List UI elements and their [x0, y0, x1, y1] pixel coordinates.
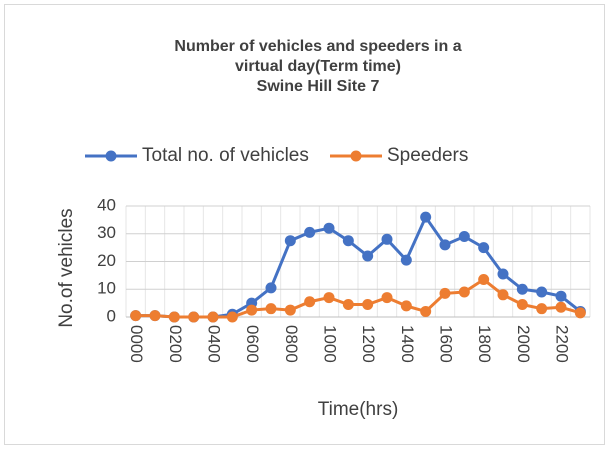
data-point: [555, 301, 567, 313]
data-point: [381, 233, 393, 245]
data-point: [516, 299, 528, 311]
x-tick-label: 2200: [553, 325, 572, 363]
data-point: [439, 239, 451, 251]
data-point: [130, 310, 142, 322]
x-tick-label: 0200: [166, 325, 185, 363]
x-tick-label: 1400: [398, 325, 417, 363]
chart-border: [4, 4, 605, 445]
data-point: [478, 242, 490, 254]
y-tick-label: 10: [97, 279, 116, 298]
data-point: [536, 303, 548, 315]
y-tick-label: 30: [97, 223, 116, 242]
data-point: [188, 311, 200, 323]
data-point: [555, 290, 567, 302]
data-point: [458, 286, 470, 298]
legend-label: Total no. of vehicles: [142, 145, 309, 166]
x-tick-label: 1800: [475, 325, 494, 363]
data-point: [323, 222, 335, 234]
x-tick-label: 0000: [127, 325, 146, 363]
data-point: [149, 310, 161, 322]
chart-title: virtual day(Term time): [235, 58, 401, 75]
data-point: [536, 286, 548, 298]
data-point: [458, 231, 470, 243]
data-point: [381, 292, 393, 304]
y-tick-label: 0: [107, 306, 116, 325]
data-point: [342, 299, 354, 311]
y-axis-title: No.of vehicles: [56, 208, 77, 327]
y-tick-label: 40: [97, 195, 116, 214]
x-tick-label: 0400: [205, 325, 224, 363]
data-point: [574, 307, 586, 319]
y-tick-label: 20: [97, 251, 116, 270]
data-point: [284, 235, 296, 247]
x-tick-label: 1200: [359, 325, 378, 363]
chart-title: Swine Hill Site 7: [257, 78, 380, 95]
data-point: [516, 283, 528, 295]
data-point: [420, 211, 432, 223]
data-point: [284, 304, 296, 316]
x-tick-label: 0600: [243, 325, 262, 363]
data-point: [265, 303, 277, 315]
data-point: [497, 289, 509, 301]
data-point: [439, 287, 451, 299]
x-tick-label: 0800: [282, 325, 301, 363]
x-tick-label: 1000: [321, 325, 340, 363]
legend-label: Speeders: [387, 145, 468, 166]
data-point: [168, 311, 180, 323]
x-axis-title: Time(hrs): [318, 399, 399, 420]
x-tick-label: 2000: [514, 325, 533, 363]
x-tick-label: 1600: [437, 325, 456, 363]
data-point: [497, 268, 509, 280]
data-point: [420, 305, 432, 317]
data-point: [400, 300, 412, 312]
chart-title: Number of vehicles and speeders in a: [174, 38, 461, 55]
data-point: [226, 311, 238, 323]
data-point: [246, 304, 258, 316]
data-point: [362, 299, 374, 311]
data-point: [323, 292, 335, 304]
legend-marker: [350, 150, 362, 162]
data-point: [265, 282, 277, 294]
data-point: [362, 250, 374, 262]
data-point: [207, 311, 219, 323]
legend-marker: [105, 150, 117, 162]
data-point: [478, 274, 490, 286]
data-point: [304, 296, 316, 308]
data-point: [342, 235, 354, 247]
data-point: [304, 226, 316, 238]
data-point: [400, 254, 412, 266]
